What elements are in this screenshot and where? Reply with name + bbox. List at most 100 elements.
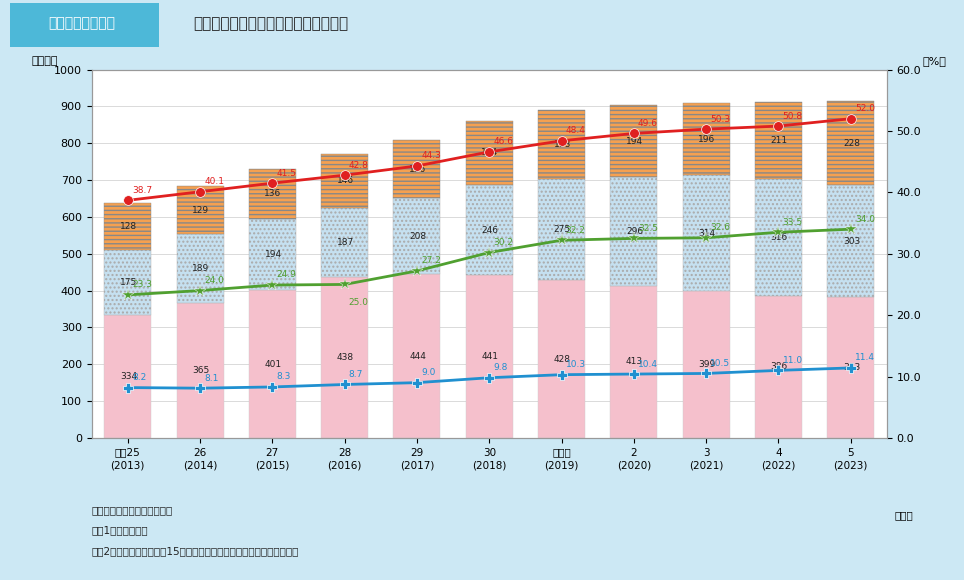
Bar (683, 103, 730, 175)
Text: 383: 383 (843, 363, 860, 372)
Bar (610, 106, 657, 177)
Bar (321, 277, 368, 438)
Text: （年）: （年） (895, 510, 914, 520)
Bar (321, 208, 368, 277)
Text: 10.4: 10.4 (638, 360, 658, 368)
Text: 34.0: 34.0 (855, 215, 875, 224)
Text: （注2）「就業率」とは、15歳以上人口に占める就業者の割合をいう。: （注2）「就業率」とは、15歳以上人口に占める就業者の割合をいう。 (92, 546, 299, 556)
Text: 46.6: 46.6 (494, 137, 514, 146)
Text: 129: 129 (192, 205, 209, 215)
Text: 136: 136 (264, 189, 281, 198)
Text: 32.2: 32.2 (566, 226, 585, 235)
Bar (827, 185, 874, 297)
Bar (104, 251, 151, 315)
Text: 11.4: 11.4 (855, 353, 875, 362)
Bar (393, 274, 441, 438)
Bar (827, 297, 874, 438)
Bar (755, 179, 802, 296)
Text: 9.0: 9.0 (421, 368, 436, 377)
Bar (176, 186, 224, 234)
Bar (610, 177, 657, 286)
Text: 図１－２－１－４: 図１－２－１－４ (48, 17, 116, 31)
Bar (755, 296, 802, 438)
Bar (104, 204, 151, 251)
Text: （注1）年平均の値: （注1）年平均の値 (92, 525, 148, 535)
Text: （%）: （%） (923, 56, 947, 66)
Bar (755, 102, 802, 179)
Text: 38.7: 38.7 (132, 186, 152, 195)
Bar (466, 121, 513, 185)
Bar (249, 169, 296, 219)
Bar (249, 290, 296, 438)
Bar (321, 154, 368, 208)
Text: 386: 386 (770, 362, 788, 371)
Text: 41.5: 41.5 (277, 169, 297, 177)
Text: 444: 444 (409, 351, 426, 361)
Text: 24.0: 24.0 (204, 276, 224, 285)
Text: 413: 413 (626, 357, 643, 367)
Text: 24.9: 24.9 (277, 270, 296, 280)
Text: 9.8: 9.8 (494, 363, 508, 372)
Bar (827, 102, 874, 185)
Text: 48.4: 48.4 (566, 126, 585, 135)
Text: 10.5: 10.5 (710, 359, 731, 368)
Text: 365: 365 (192, 366, 209, 375)
Text: 42.8: 42.8 (349, 161, 368, 169)
Bar (610, 286, 657, 438)
Text: 50.8: 50.8 (783, 111, 803, 121)
Text: 196: 196 (698, 135, 715, 144)
Text: 275: 275 (553, 225, 571, 234)
Text: 32.6: 32.6 (710, 223, 731, 232)
Text: 189: 189 (192, 264, 209, 273)
Bar (249, 219, 296, 290)
Bar (466, 276, 513, 438)
Bar (538, 280, 585, 438)
Text: 8.3: 8.3 (277, 372, 291, 382)
Text: 246: 246 (481, 226, 498, 235)
Bar (176, 234, 224, 303)
Bar (538, 110, 585, 179)
Text: 194: 194 (626, 136, 643, 146)
Text: 303: 303 (843, 237, 860, 245)
Text: 年齢階級別就業者数及び就業率の推移: 年齢階級別就業者数及び就業率の推移 (193, 16, 348, 31)
Text: 296: 296 (626, 227, 643, 236)
Text: 187: 187 (336, 238, 354, 246)
Text: 128: 128 (120, 222, 137, 231)
Text: 40.1: 40.1 (204, 177, 225, 186)
Text: 441: 441 (481, 352, 498, 361)
Text: 27.2: 27.2 (421, 256, 441, 266)
Text: 146: 146 (336, 176, 354, 186)
Text: 399: 399 (698, 360, 715, 369)
Text: 334: 334 (120, 372, 137, 381)
Bar (466, 185, 513, 276)
Text: 175: 175 (120, 278, 137, 287)
Text: 44.3: 44.3 (421, 151, 441, 161)
Bar (683, 291, 730, 438)
Text: 10.3: 10.3 (566, 360, 586, 369)
Bar (393, 140, 441, 198)
Bar (176, 303, 224, 438)
Text: 208: 208 (409, 231, 426, 241)
Text: 314: 314 (698, 229, 715, 238)
Bar (393, 198, 441, 274)
Text: 25.0: 25.0 (349, 298, 369, 307)
Text: 428: 428 (553, 354, 571, 364)
Text: 316: 316 (770, 233, 788, 242)
Text: 438: 438 (336, 353, 354, 362)
Text: 8.1: 8.1 (204, 374, 219, 383)
Text: 174: 174 (481, 148, 498, 157)
Text: 194: 194 (264, 250, 281, 259)
Text: （万人）: （万人） (32, 56, 59, 66)
Text: 32.5: 32.5 (638, 224, 658, 233)
Text: 49.6: 49.6 (638, 119, 658, 128)
Text: 228: 228 (843, 139, 860, 148)
Text: 50.3: 50.3 (710, 115, 731, 124)
Text: 30.2: 30.2 (494, 238, 514, 247)
FancyBboxPatch shape (10, 3, 159, 47)
Text: 8.7: 8.7 (349, 370, 363, 379)
Text: 156: 156 (409, 165, 426, 173)
Bar (683, 175, 730, 291)
Text: 52.0: 52.0 (855, 104, 875, 113)
Bar (104, 315, 151, 438)
Text: 33.5: 33.5 (783, 218, 803, 227)
